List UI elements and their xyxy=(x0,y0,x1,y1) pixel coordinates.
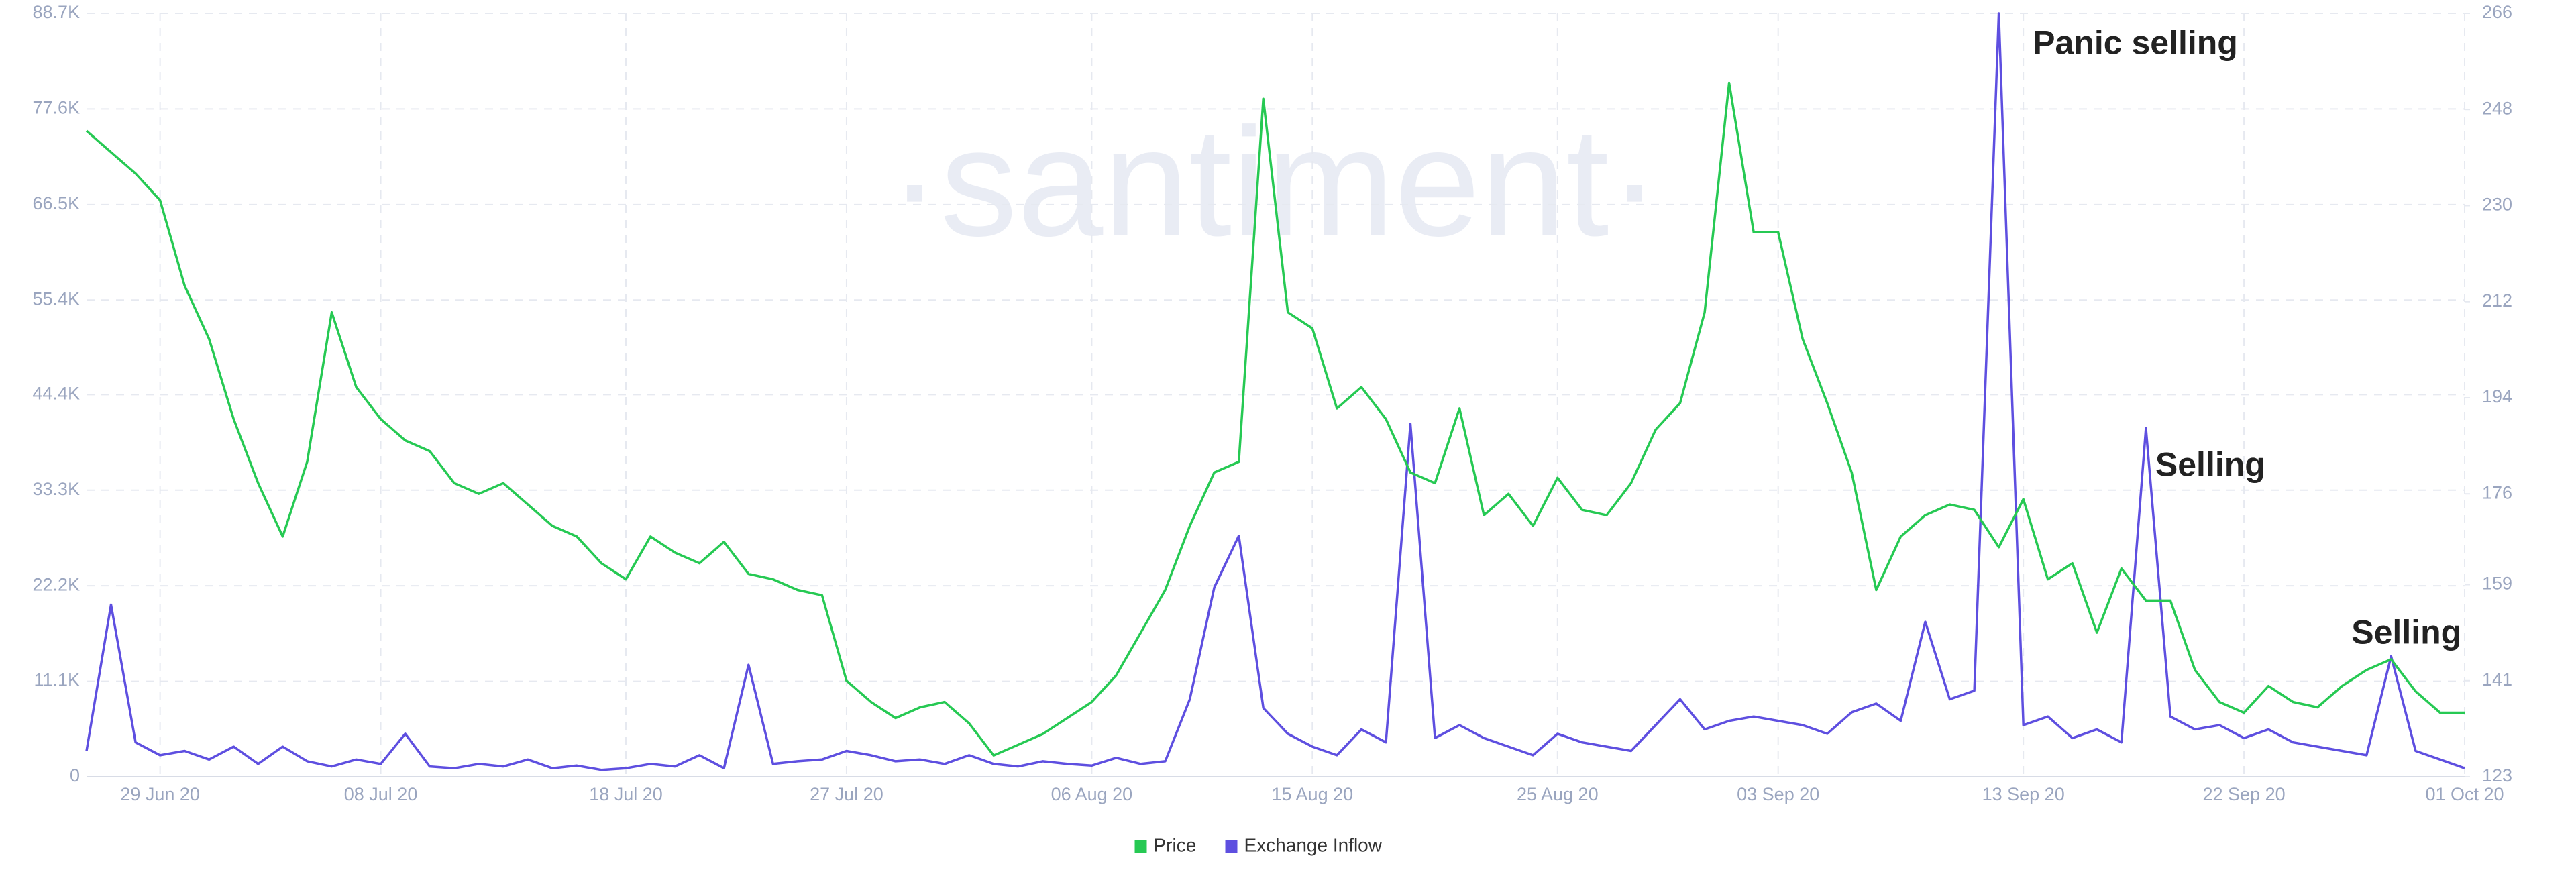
x-tick-label: 06 Aug 20 xyxy=(1051,784,1133,804)
y-tick-label: 11.1K xyxy=(34,670,80,690)
annotation: Panic selling xyxy=(2033,24,2238,62)
watermark: ·santiment· xyxy=(889,96,1660,268)
x-tick-label: 03 Sep 20 xyxy=(1737,784,1819,804)
series-line xyxy=(85,12,2465,771)
x-tick-label: 22 Sep 20 xyxy=(2203,784,2286,804)
y-tick-label: 33.3K xyxy=(32,479,80,499)
y2-tick-label: 176 xyxy=(2482,482,2512,502)
y2-tick-label: 212 xyxy=(2482,290,2512,311)
x-tick-label: 18 Jul 20 xyxy=(589,784,663,804)
y-tick-label: 55.4K xyxy=(32,288,80,309)
legend-swatch xyxy=(1134,840,1147,853)
y2-tick-label: 248 xyxy=(2482,98,2512,118)
y2-tick-label: 141 xyxy=(2482,669,2512,690)
y-tick-label: 44.4K xyxy=(32,383,80,403)
y-tick-label: 77.6K xyxy=(32,98,80,118)
x-tick-label: 15 Aug 20 xyxy=(1272,784,1354,804)
annotation: Selling xyxy=(2155,445,2265,483)
y-tick-label: 0 xyxy=(70,765,80,785)
y-tick-label: 88.7K xyxy=(32,2,80,22)
legend-label: Exchange Inflow xyxy=(1244,834,1383,855)
legend-swatch xyxy=(1225,840,1238,853)
y2-tick-label: 230 xyxy=(2482,195,2512,215)
x-tick-label: 27 Jul 20 xyxy=(810,784,883,804)
series-line xyxy=(85,81,2465,757)
x-tick-label: 08 Jul 20 xyxy=(344,784,418,804)
y-tick-label: 22.2K xyxy=(32,574,80,594)
y2-tick-label: 159 xyxy=(2482,574,2512,594)
x-tick-label: 01 Oct 20 xyxy=(2425,784,2504,804)
y-tick-label: 66.5K xyxy=(32,193,80,213)
y2-tick-label: 194 xyxy=(2482,386,2512,406)
x-tick-label: 13 Sep 20 xyxy=(1982,784,2065,804)
annotation: Selling xyxy=(2351,614,2461,651)
y2-tick-label: 123 xyxy=(2482,765,2512,785)
x-tick-label: 25 Aug 20 xyxy=(1517,784,1599,804)
x-tick-label: 29 Jun 20 xyxy=(120,784,200,804)
y2-tick-label: 266 xyxy=(2482,2,2512,22)
legend-label: Price xyxy=(1154,834,1197,855)
